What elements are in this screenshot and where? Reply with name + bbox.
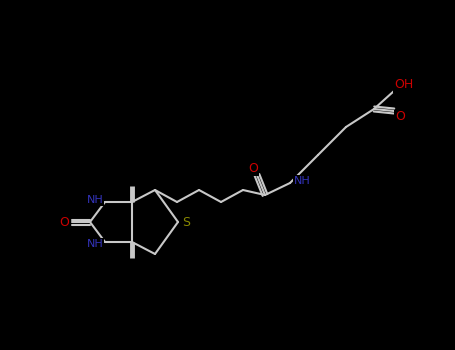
Text: OH: OH (394, 78, 414, 91)
Text: NH: NH (86, 239, 103, 249)
Text: O: O (395, 111, 405, 124)
Text: O: O (248, 161, 258, 175)
Text: O: O (59, 216, 69, 229)
Text: NH: NH (86, 195, 103, 205)
Text: S: S (182, 216, 190, 229)
Text: NH: NH (293, 176, 310, 186)
